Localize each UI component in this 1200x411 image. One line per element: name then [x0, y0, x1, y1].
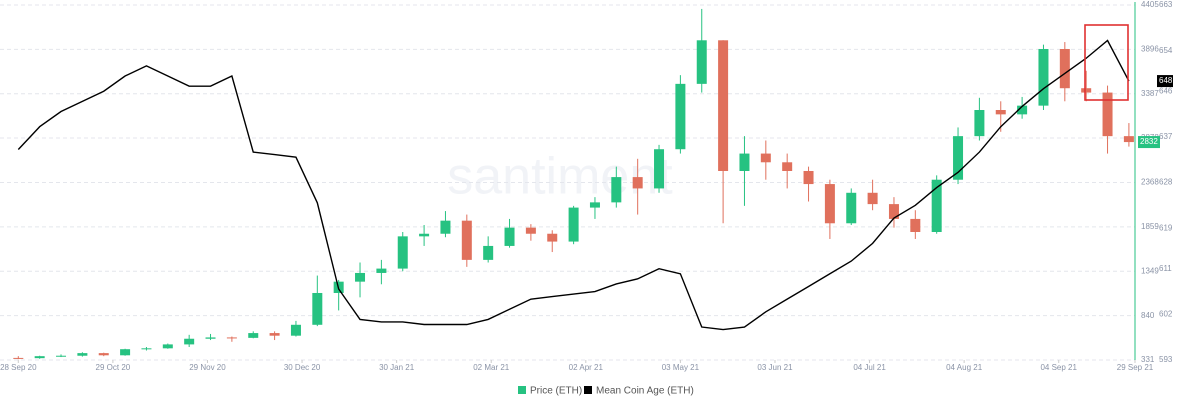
candle-body	[547, 233, 558, 242]
candle-body	[248, 333, 259, 338]
y-tick-label: 331	[1141, 355, 1155, 364]
candle-body	[739, 153, 750, 171]
candle-body	[696, 40, 707, 84]
x-tick-label: 04 Sep 21	[1040, 363, 1077, 372]
y2-tick-label: 646	[1159, 86, 1173, 95]
candle-body	[419, 233, 430, 237]
watermark: santiment	[447, 148, 673, 206]
y2-tick-label: 628	[1159, 178, 1173, 187]
candle-body	[226, 337, 237, 339]
y-tick-label: 3387	[1141, 89, 1159, 98]
candle-body	[205, 337, 216, 339]
candle-body	[931, 179, 942, 232]
candle-body	[846, 192, 857, 224]
candle-body	[1081, 88, 1092, 93]
candle-body	[718, 40, 729, 171]
y2-tick-label: 619	[1159, 223, 1173, 232]
x-tick-label: 02 Mar 21	[473, 363, 510, 372]
candle-body	[888, 204, 899, 219]
candle-body	[397, 236, 408, 269]
candle-body	[782, 162, 793, 171]
x-tick-label: 29 Sep 21	[1117, 363, 1154, 372]
x-tick-label: 29 Nov 20	[189, 363, 226, 372]
last-price-tag	[1138, 136, 1160, 149]
candle-body	[1038, 49, 1049, 106]
candle-body	[98, 353, 109, 356]
y-tick-label: 4405	[1141, 0, 1159, 9]
x-tick-label: 02 Apr 21	[569, 363, 604, 372]
candle-body	[611, 177, 622, 203]
y-tick-label: 1859	[1141, 222, 1159, 231]
candle-body	[34, 356, 45, 359]
candle-body	[440, 220, 451, 234]
candle-body	[589, 202, 600, 208]
candle-body	[141, 348, 152, 350]
candle-body	[461, 220, 472, 260]
candle-body	[77, 353, 88, 356]
candle-body	[504, 227, 515, 246]
candle-body	[910, 218, 921, 232]
y-tick-label: 840	[1141, 311, 1155, 320]
y2-tick-label: 637	[1159, 132, 1173, 141]
candle-body	[376, 268, 387, 273]
candle-body	[56, 355, 67, 357]
candle-body	[1017, 105, 1028, 115]
candle-body	[120, 349, 131, 356]
candle-body	[760, 153, 771, 163]
candle-body	[995, 110, 1006, 115]
legend-swatch	[518, 386, 526, 394]
candle-body	[867, 192, 878, 205]
candle-body	[654, 149, 665, 189]
y-tick-label: 2368	[1141, 178, 1159, 187]
x-tick-label: 29 Oct 20	[96, 363, 131, 372]
line	[17, 39, 1130, 331]
plot	[13, 8, 1134, 360]
candle-body	[974, 110, 985, 137]
candle-body	[483, 245, 494, 260]
candle-body	[355, 272, 366, 282]
y-tick-label: 3896	[1141, 44, 1159, 53]
x-tick-label: 04 Aug 21	[946, 363, 983, 372]
y2-tick-label: 602	[1159, 309, 1173, 318]
candle-body	[1123, 136, 1134, 143]
y2-tick-label: 654	[1159, 46, 1173, 55]
y2-tick-label: 593	[1159, 355, 1173, 364]
last-value-tag	[1157, 75, 1173, 88]
candle-body	[290, 324, 301, 336]
legend-swatch	[584, 386, 592, 394]
x-tick-label: 28 Sep 20	[0, 363, 37, 372]
y2-tick-label: 663	[1159, 0, 1173, 9]
x-tick-label: 03 Jun 21	[757, 363, 793, 372]
candle-body	[1102, 92, 1113, 137]
y2-tick-label: 611	[1159, 264, 1172, 273]
candle-body	[675, 83, 686, 150]
candle-body	[568, 207, 579, 242]
legend-label: Price (ETH)	[530, 386, 582, 397]
grid	[0, 4, 1135, 361]
candle-body	[525, 227, 536, 234]
highlight-box	[1084, 24, 1129, 101]
candle-body	[312, 292, 323, 325]
legend: Price (ETH) Mean Coin Age (ETH)	[518, 386, 694, 397]
y-tick-label: 1349	[1141, 266, 1159, 275]
candle-body	[803, 170, 814, 185]
candle-body	[269, 333, 280, 336]
x-tick-label: 03 May 21	[662, 363, 700, 372]
candle-body	[953, 136, 964, 180]
candle-body	[184, 338, 195, 345]
x-tick-label: 04 Jul 21	[853, 363, 886, 372]
legend-label: Mean Coin Age (ETH)	[596, 386, 694, 397]
candle-body	[13, 357, 24, 359]
x-tick-label: 30 Dec 20	[284, 363, 321, 372]
candle-body	[1059, 49, 1070, 89]
last-price-label: 2832	[1140, 137, 1158, 146]
candle-body	[824, 184, 835, 224]
x-tick-label: 30 Jan 21	[379, 363, 415, 372]
candle-body	[632, 177, 643, 189]
axes: 3318401349185923682878338738964405593602…	[0, 0, 1173, 372]
last-value-label: 648	[1159, 76, 1173, 85]
candle-body	[162, 344, 173, 349]
